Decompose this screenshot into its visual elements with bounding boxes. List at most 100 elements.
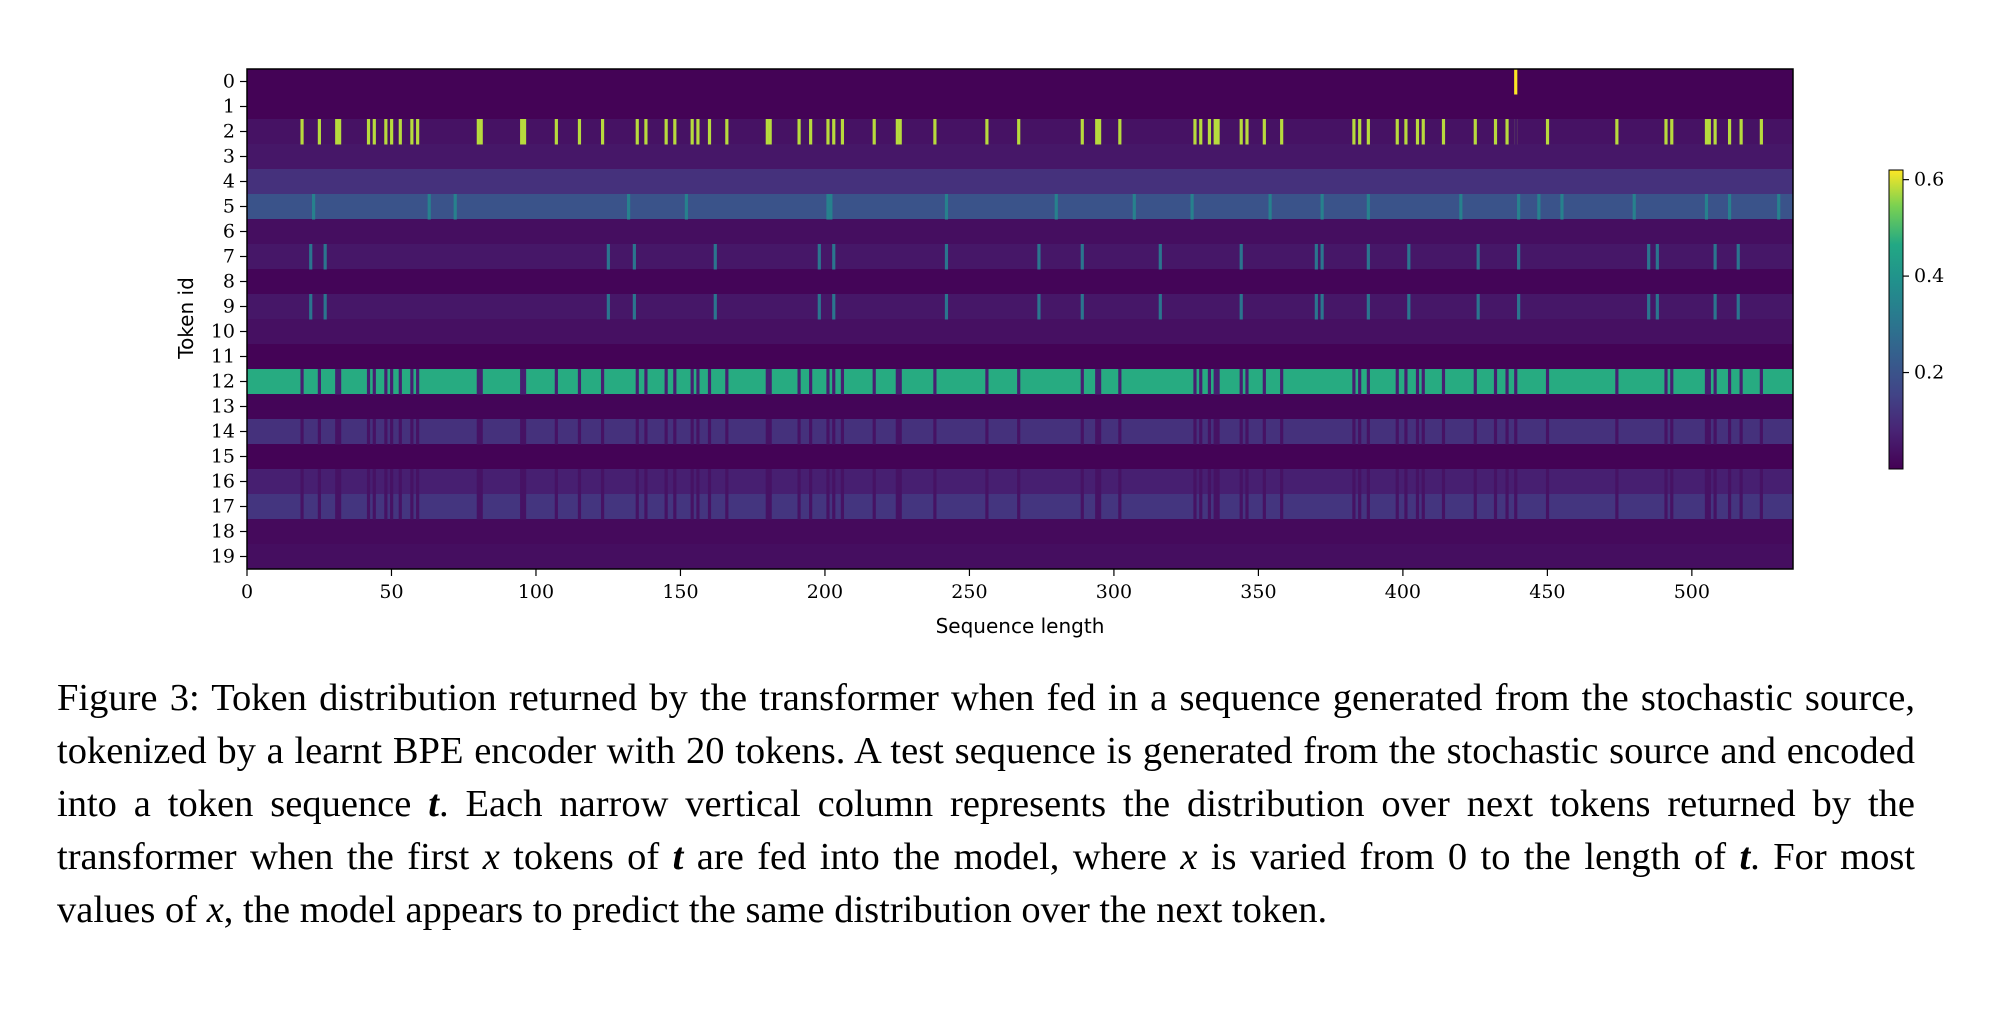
heatmap-row-token-18 (247, 519, 1793, 545)
heatmap-cell-token5-bright (826, 194, 830, 220)
heatmap-cell-token2-spike (522, 119, 527, 145)
heatmap-cell-token7-bright (632, 244, 636, 270)
heatmap-cell-dip (476, 419, 480, 445)
heatmap-cell-dip (335, 419, 339, 445)
heatmap-cell-dip (554, 494, 558, 520)
heatmap-cell-token12-dip (1017, 369, 1021, 395)
heatmap-row-token-11 (247, 344, 1793, 370)
heatmap-cell-token12-dip (1727, 369, 1732, 395)
heatmap-cell-token12-dip (398, 369, 402, 395)
heatmap-cell-token7-bright (1037, 244, 1041, 270)
heatmap-cell-dip (1404, 494, 1408, 520)
heatmap-cell-dip (933, 419, 937, 445)
heatmap-cell-dip (600, 494, 605, 520)
heatmap-cell-token5-bright (1517, 194, 1521, 220)
heatmap-cell-dip (1704, 469, 1709, 495)
x-tick-label: 450 (1529, 581, 1565, 603)
heatmap-cell-dip (398, 469, 402, 495)
caption-text: is varied from 0 to the length of (1197, 836, 1740, 878)
heatmap-cell-token2-spike (1727, 119, 1732, 145)
heatmap-cell-dip (1421, 419, 1425, 445)
heatmap-cell-dip (1493, 419, 1498, 445)
heatmap-cell-token5-bright (1777, 194, 1781, 220)
heatmap-cell-token12-dip (416, 369, 420, 395)
y-axis-label: Token id (174, 277, 198, 360)
heatmap-cell-dip (1280, 419, 1284, 445)
heatmap-cell-dip (768, 419, 772, 445)
heatmap-cell-dip (1759, 494, 1763, 520)
heatmap-cell-token7-bright (832, 244, 836, 270)
heatmap-cell-token12-dip (1441, 369, 1446, 395)
heatmap-cell-dip (1473, 419, 1477, 445)
heatmap-cell-dip (1352, 494, 1356, 520)
heatmap-cell-token9-bright (832, 294, 836, 320)
heatmap-cell-token2-spike (1615, 119, 1619, 145)
heatmap-cell-token12-dip (1704, 369, 1709, 395)
heatmap-cell-token12-dip (985, 369, 989, 395)
heatmap-cell-dip (1415, 469, 1420, 495)
heatmap-cell-dip (690, 469, 694, 495)
heatmap-cell-token5-bright (1459, 194, 1463, 220)
heatmap-cell-dip (1505, 469, 1509, 495)
heatmap-cell-dip (644, 419, 648, 445)
heatmap-cell-token5-bright (1054, 194, 1058, 220)
heatmap-cell-token12-dip (1193, 369, 1197, 395)
heatmap-cell-token2-spike (832, 119, 836, 145)
heatmap-cell-dip (1207, 469, 1212, 495)
heatmap-cell-token2-spike (1759, 119, 1763, 145)
heatmap-cell-dip (522, 419, 527, 445)
heatmap-cell-token9-bright (632, 294, 636, 320)
x-tick-label: 150 (662, 581, 698, 603)
y-tick-label: 18 (211, 521, 235, 543)
heatmap-cell-dip (1118, 469, 1122, 495)
heatmap-cell-token12-dip (479, 369, 483, 395)
x-tick-label: 200 (807, 581, 843, 603)
heatmap-cell-token12-dip (390, 369, 394, 395)
heatmap-cell-dip (809, 419, 813, 445)
heatmap-cell-token7-bright (817, 244, 821, 270)
heatmap-cell-dip (809, 494, 813, 520)
heatmap-cell-dip (1216, 419, 1220, 445)
heatmap-cell-dip (476, 494, 480, 520)
heatmap-cell-dip (522, 469, 527, 495)
heatmap-cell-dip (338, 419, 342, 445)
heatmap-cell-token12-dip (1239, 369, 1243, 395)
heatmap-cell-token7-bright (323, 244, 327, 270)
heatmap-cell-token5-bright (1632, 194, 1636, 220)
heatmap-cell-token7-bright (1476, 244, 1480, 270)
heatmap-cell-token2-spike (1216, 119, 1220, 145)
heatmap-cell-token5-bright (944, 194, 949, 220)
heatmap-cell-token12-dip (1095, 369, 1099, 395)
heatmap-cell-token7-bright (1239, 244, 1243, 270)
heatmap-cell-token2-spike (577, 119, 582, 145)
heatmap-cell-token9-bright (606, 294, 610, 320)
heatmap-cell-token12-dip (300, 369, 304, 395)
heatmap-cell-dip (1514, 494, 1518, 520)
heatmap-cell-dip (1199, 419, 1203, 445)
heatmap-cell-token2-spike (1421, 119, 1425, 145)
heatmap-cell-dip (1395, 469, 1399, 495)
heatmap-cell-dip (1505, 419, 1509, 445)
y-tick-label: 4 (223, 171, 235, 193)
heatmap-row-token-0 (247, 69, 1793, 95)
heatmap-cell-token5-bright (453, 194, 457, 220)
heatmap-cell-dip (577, 419, 582, 445)
heatmap-cell-dip (476, 469, 480, 495)
heatmap-cell-dip (635, 494, 639, 520)
heatmap-cell-dip (1545, 469, 1550, 495)
heatmap-cell-dip (832, 419, 836, 445)
heatmap-cell-dip (1395, 494, 1399, 520)
heatmap-cell-token9-bright (323, 294, 327, 320)
heatmap-cell-token5-bright (1560, 194, 1564, 220)
heatmap-cell-token2-spike (1704, 119, 1709, 145)
heatmap-cell-dip (985, 494, 989, 520)
heatmap-cell-dip (1664, 494, 1668, 520)
y-tick-label: 12 (211, 371, 235, 393)
heatmap-cell-dip (1262, 469, 1266, 495)
y-tick-label: 3 (223, 146, 235, 168)
heatmap-cell-token2-spike (520, 119, 524, 145)
heatmap-cell-token7-bright (713, 244, 717, 270)
figure-caption: Figure 3: Token distribution returned by… (57, 672, 1915, 937)
heatmap-cell-dip (895, 419, 899, 445)
heatmap-cell-dip (664, 494, 668, 520)
